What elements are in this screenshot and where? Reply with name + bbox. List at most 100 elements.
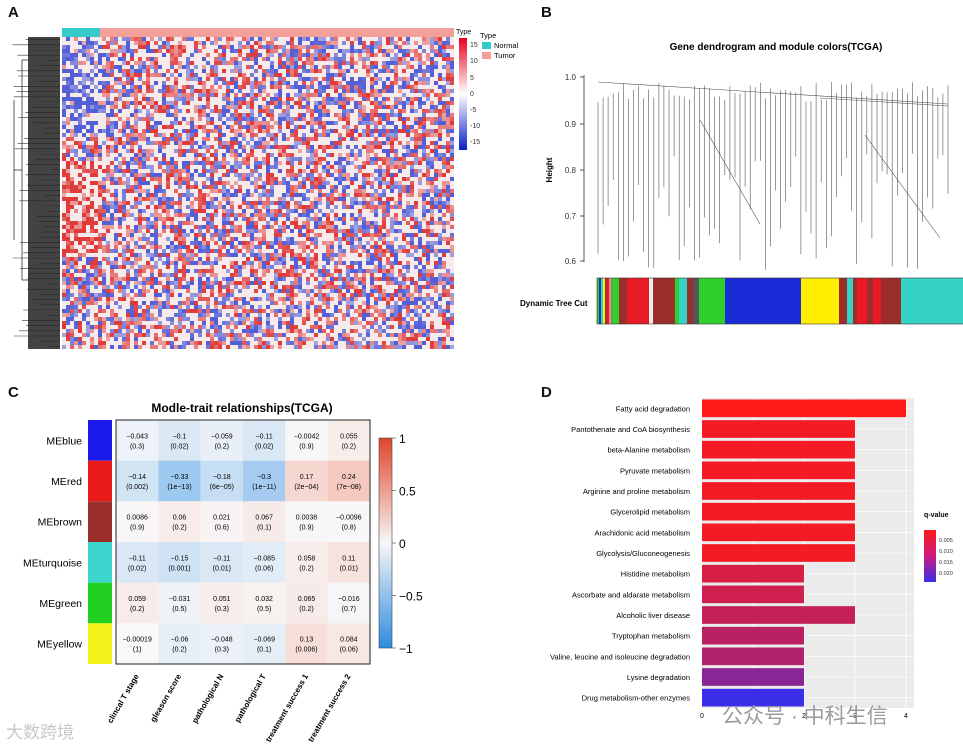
correlation-cell [158,461,200,502]
correlation-value: −0.18 [213,474,231,481]
module-trait-heatmap: Modle-trait relationships(TCGA) −0.043 (0… [0,380,520,749]
p-value: (0.2) [130,606,144,613]
qvalue-tick: 0.005 [939,538,953,544]
pathway-label: Arachidonic acid metabolism [595,528,690,537]
correlation-value: −0.048 [211,637,233,644]
gene-tree [598,82,948,270]
correlation-cell [116,583,158,624]
trait-column-label: pathological N [190,672,225,724]
correlation-value: 0.13 [300,637,314,644]
p-value: (0.5) [257,606,271,613]
p-value: (0.2) [172,647,186,654]
correlation-value: −0.016 [338,596,360,603]
pathway-label: Arginine and proline metabolism [583,487,690,496]
pathway-label: Glycolysis/Gluconeogenesis [596,549,690,558]
pathway-bar [702,565,804,583]
p-value: (0.3) [130,443,144,450]
pathway-enrichment-panel: Fatty acid degradation Pantothenate and C… [520,380,963,749]
dynamic-tree-cut-label: Dynamic Tree Cut [520,299,588,308]
trait-column-label: clincal T stage [106,672,142,725]
pathway-bar [702,524,855,542]
qvalue-tick: 0.020 [939,571,953,577]
correlation-value: 0.0038 [296,515,318,522]
pathway-label: Ascorbate and aldarate metabolism [572,590,690,599]
correlation-value: 0.24 [342,474,356,481]
trait-column-label: gleason score [149,672,184,724]
correlation-value: −0.11 [256,433,273,440]
correlation-value: 0.065 [298,596,316,603]
correlation-cell [158,583,200,624]
correlation-colorbar [379,438,392,648]
correlation-value: −0.11 [129,555,146,562]
pathway-label: Pantothenate and CoA biosynthesis [571,425,690,434]
tumor-type-bar [100,28,454,37]
correlation-value: 0.084 [340,637,358,644]
p-value: (0.7) [342,606,356,613]
expression-heatmap: Type 15 10 5 0 -5 -10 -15 Type Normal Tu… [0,0,520,360]
p-value: (0.1) [257,647,271,654]
pathway-label: Valine, leucine and isoleucine degradati… [550,652,690,661]
p-value: (0.02) [170,443,188,450]
module-trait-title: Modle-trait relationships(TCGA) [151,401,332,415]
correlation-value: −0.031 [169,596,191,603]
correlation-value: −0.33 [171,474,189,481]
correlation-value: −0.06 [171,637,189,644]
pathway-label: Fatty acid degradation [616,404,690,413]
height-tick: 0.9 [565,120,577,129]
source-watermark: 大数跨境 [6,718,74,743]
pathway-bar [702,400,906,418]
p-value: (0.9) [299,525,313,532]
type-bar-label: Type [456,29,471,36]
trait-column-label: pathological T [233,672,268,724]
correlation-value: 0.17 [300,474,314,481]
correlation-value: 0.032 [255,596,273,603]
module-row-label: MEred [51,476,82,488]
module-color-swatch [88,420,112,461]
trait-column-label: treatment success 1 [264,672,311,744]
colorbar-tick: 1 [399,432,406,446]
correlation-value: −0.043 [126,433,148,440]
correlation-value: −0.1 [173,433,187,440]
correlation-value: −0.15 [171,555,189,562]
normal-type-bar [62,28,100,37]
p-value: (0.006) [295,647,317,654]
module-color-swatch [88,542,112,583]
pathway-bar [702,627,804,645]
correlation-value: −0.085 [253,555,275,562]
heatmap-cells [62,37,454,349]
correlation-value: 0.058 [298,555,316,562]
pathway-bar [702,503,855,521]
gene-cluster-dendrogram [13,37,60,349]
p-value: (0.001) [168,565,190,572]
pathway-bar-chart: Fatty acid degradation Pantothenate and C… [520,380,963,749]
p-value: (0.2) [299,606,313,613]
correlation-value: 0.06 [173,515,187,522]
pathway-bar [702,482,855,500]
colorbar-tick: −1 [399,642,413,656]
qvalue-legend-title: q-value [924,512,949,519]
p-value: (0.02) [128,565,146,572]
p-value: (1) [133,647,142,654]
pathway-bar [702,462,855,480]
module-row-label: MEbrown [38,517,83,529]
height-tick: 0.8 [565,166,577,175]
p-value: (0.8) [342,525,356,532]
p-value: (0.3) [215,606,229,613]
correlation-value: −0.059 [211,433,233,440]
correlation-cell [243,461,285,502]
account-watermark: 公众号 · 中科生信 [722,700,888,730]
scale-tick: -5 [470,107,476,114]
p-value: (0.2) [299,565,313,572]
scale-tick: 5 [470,75,474,82]
pathway-label: Tryptophan metabolism [612,632,690,641]
normal-legend-swatch [482,42,491,49]
correlation-value: 0.11 [342,555,355,562]
tumor-legend-label: Tumor [494,51,516,60]
p-value: (0.01) [213,565,231,572]
p-value: (0.06) [255,565,273,572]
correlation-value: −0.00019 [122,637,151,644]
scale-tick: -10 [470,123,480,130]
module-row-label: MEturquoise [23,557,82,569]
correlation-cell [328,461,370,502]
tumor-legend-swatch [482,52,491,59]
